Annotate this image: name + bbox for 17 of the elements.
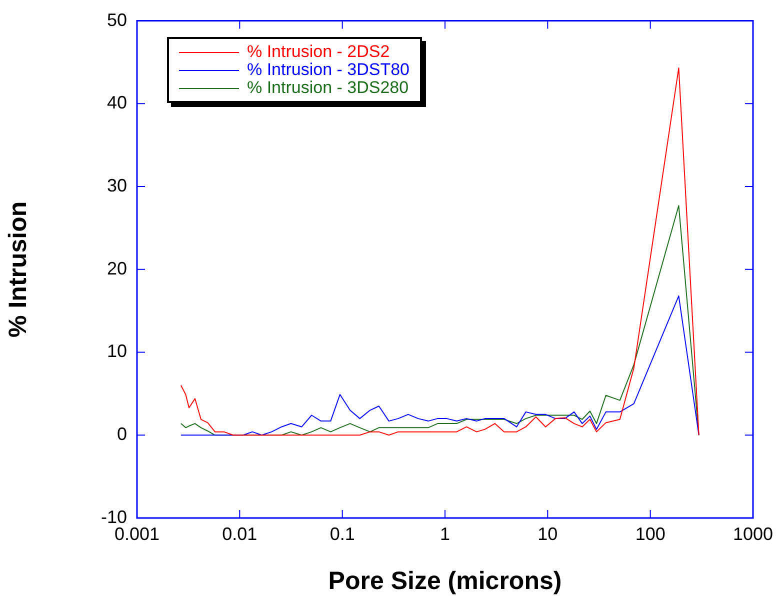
x-tick-label: 1000 (732, 524, 774, 544)
y-tick-label: 20 (106, 258, 127, 278)
x-tick-label: 0.1 (330, 524, 355, 544)
legend-label: % Intrusion - 3DS280 (247, 78, 409, 97)
y-tick-label: 50 (106, 10, 127, 30)
x-tick-label: 100 (635, 524, 666, 544)
x-tick-label: 10 (538, 524, 558, 544)
legend-label: % Intrusion - 2DS2 (247, 42, 390, 61)
x-tick-label: 1 (440, 524, 450, 544)
y-axis-title: % Intrusion (4, 201, 32, 338)
y-tick-label: 30 (106, 176, 127, 196)
y-tick-label: 40 (106, 92, 127, 113)
x-axis-title: Pore Size (microns) (328, 566, 562, 595)
legend-label: % Intrusion - 3DST80 (247, 60, 410, 79)
y-tick-label: 10 (106, 341, 127, 362)
x-tick-label: 0.01 (222, 524, 258, 544)
y-tick-label: 0 (116, 424, 127, 444)
